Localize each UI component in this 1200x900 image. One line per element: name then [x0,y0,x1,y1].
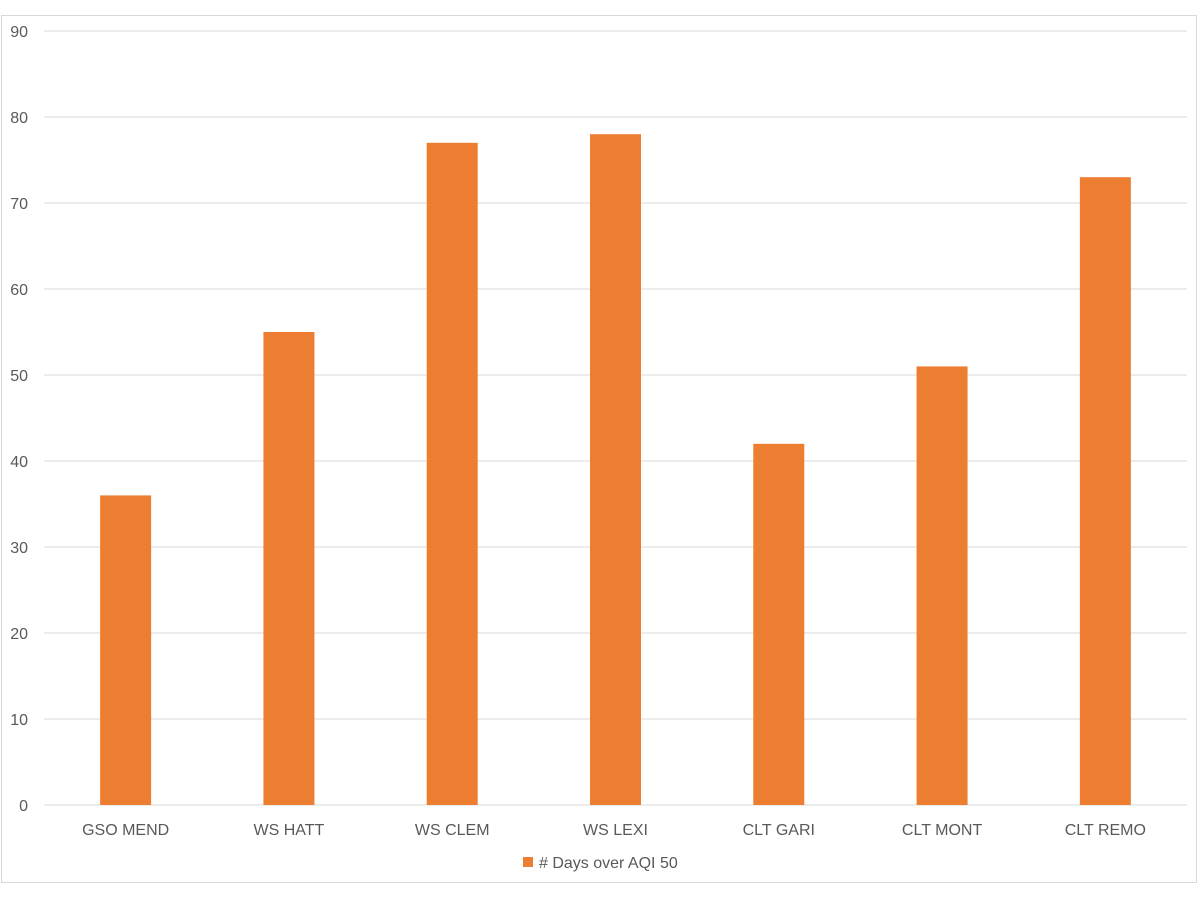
y-tick-label: 20 [10,626,28,643]
y-tick-label: 90 [10,24,28,41]
x-tick-label: CLT REMO [1065,822,1146,839]
x-tick-label: CLT MONT [902,822,983,839]
x-tick-label: CLT GARI [743,822,815,839]
y-tick-label: 40 [10,454,28,471]
y-tick-label: 10 [10,712,28,729]
x-tick-label: GSO MEND [82,822,169,839]
bars [100,134,1131,806]
bar [100,495,152,805]
y-tick-label: 80 [10,110,28,127]
x-axis-tick-labels: GSO MEND WS HATT WS CLEM WS LEXI CLT GARI CLT… [82,822,1146,839]
bar [263,332,315,805]
bar [426,142,478,806]
x-tick-label: WS HATT [254,822,325,839]
y-tick-label: 50 [10,368,28,385]
y-axis-tick-labels: 0 10 20 30 40 50 60 70 80 90 [10,24,28,815]
bar [916,366,968,805]
x-tick-label: WS CLEM [415,822,490,839]
bar [753,443,805,805]
legend: # Days over AQI 50 [523,855,678,872]
y-tick-label: 0 [19,798,28,815]
legend-swatch [523,857,533,867]
x-tick-label: WS LEXI [583,822,648,839]
bar [1079,177,1131,805]
legend-label: # Days over AQI 50 [539,855,678,872]
y-tick-label: 60 [10,282,28,299]
y-tick-label: 70 [10,196,28,213]
gridlines [44,30,1187,806]
bar [590,134,641,805]
y-tick-label: 30 [10,540,28,557]
